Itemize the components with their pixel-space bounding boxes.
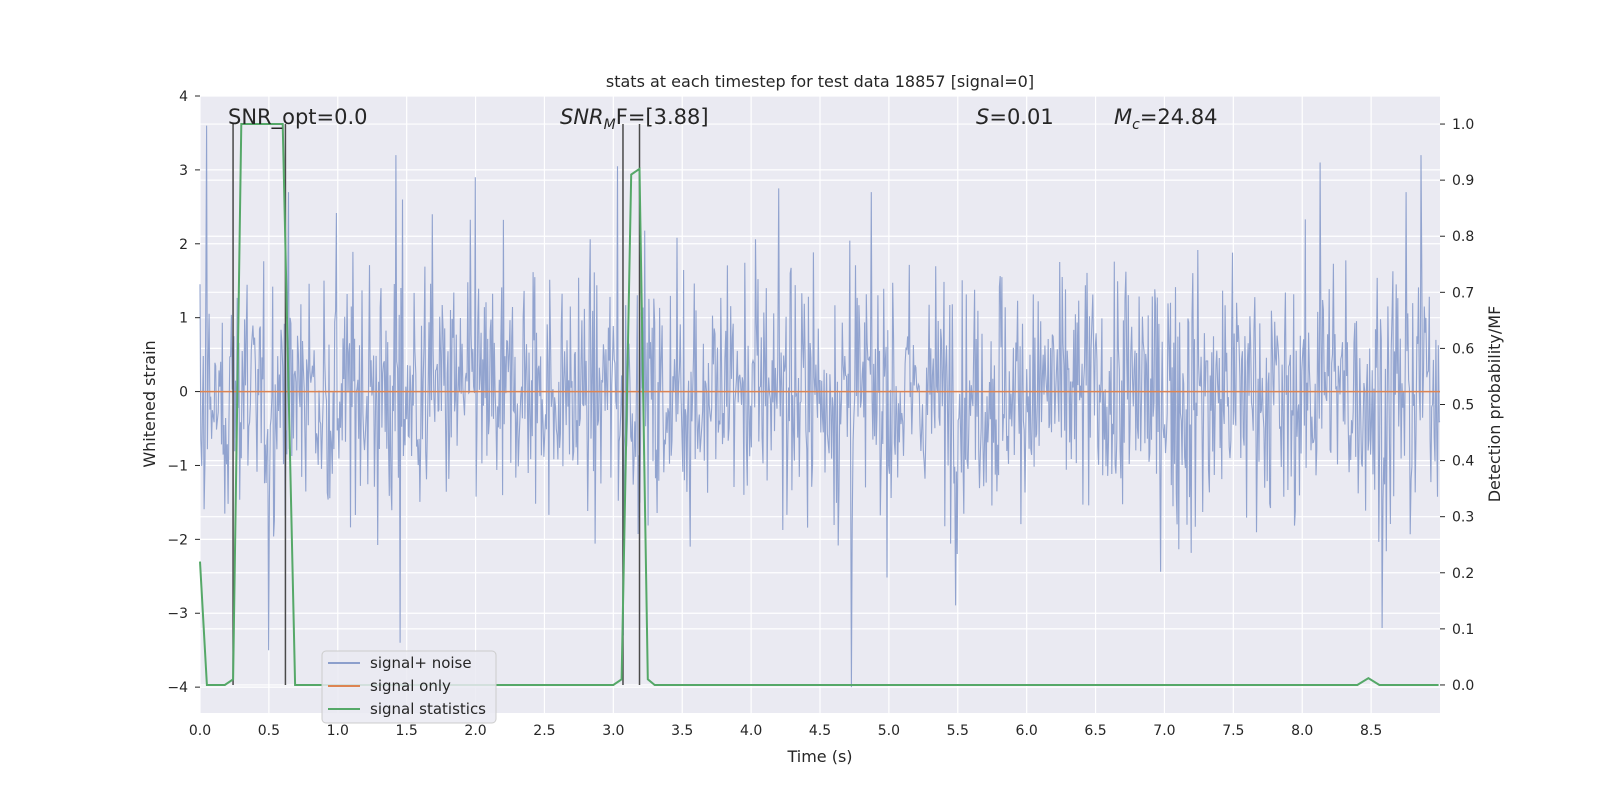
y2-tick-label: 0.8 <box>1452 229 1474 245</box>
y2-tick-label: 0.4 <box>1452 454 1474 470</box>
x-tick-label: 3.0 <box>602 723 624 739</box>
signal-statistics-line <box>199 123 1439 686</box>
x-tick-label: 4.5 <box>809 723 831 739</box>
x-axis-title: Time (s) <box>786 747 852 766</box>
x-tick-label: 1.5 <box>396 723 418 739</box>
y-tick-label: 0 <box>179 385 188 401</box>
x-tick-label: 4.0 <box>740 723 762 739</box>
x-tick-label: 7.5 <box>1222 723 1244 739</box>
y2-tick-label: 0.7 <box>1452 285 1474 301</box>
y2-tick-label: 0.1 <box>1452 622 1474 638</box>
legend-label-signal: signal only <box>370 677 451 695</box>
x-tick-label: 6.0 <box>1016 723 1038 739</box>
y-tick-label: 4 <box>179 89 188 105</box>
y-tick-label: −4 <box>167 680 188 696</box>
x-tick-label: 6.5 <box>1084 723 1106 739</box>
y-tick-label: −1 <box>167 458 188 474</box>
legend: signal+ noise signal only signal statist… <box>321 650 497 724</box>
annotation-mc: Mc=24.84 <box>1114 105 1218 133</box>
x-tick-label: 2.0 <box>464 723 486 739</box>
chart-title: stats at each timestep for test data 188… <box>606 72 1034 91</box>
y-tick-label: 3 <box>179 163 188 179</box>
annotation-s: S=0.01 <box>976 105 1054 129</box>
y2-tick-label: 0.2 <box>1452 566 1474 582</box>
x-tick-label: 1.0 <box>327 723 349 739</box>
noise-series <box>199 125 1441 688</box>
x-tick-label: 5.5 <box>947 723 969 739</box>
x-tick-label: 0.5 <box>258 723 280 739</box>
y2-axis-title: Detection probability/MF <box>1485 306 1504 503</box>
annotation-snr-mf: SNRMF=[3.88] <box>560 105 709 133</box>
y2-tick-label: 0.6 <box>1452 341 1474 357</box>
y-tick-label: −2 <box>167 532 188 548</box>
legend-label-noise: signal+ noise <box>370 654 472 672</box>
x-tick-label: 0.0 <box>189 723 211 739</box>
y-tick-label: 1 <box>179 311 188 327</box>
y2-tick-label: 1.0 <box>1452 117 1474 133</box>
y-tick-label: −3 <box>167 606 188 622</box>
x-tick-label: 2.5 <box>533 723 555 739</box>
axis-ticks: 0.0 0.5 1.0 1.5 2.0 2.5 3.0 3.5 4.0 4.5 5.0 5.5 6.0 6… <box>167 89 1474 739</box>
x-tick-label: 8.5 <box>1360 723 1382 739</box>
y-tick-label: 2 <box>179 237 188 253</box>
signal-noise-line <box>199 125 1441 688</box>
y-axis-title: Whitened strain <box>140 340 159 467</box>
y2-tick-label: 0.5 <box>1452 398 1474 414</box>
x-tick-label: 5.0 <box>878 723 900 739</box>
x-tick-label: 7.0 <box>1153 723 1175 739</box>
stats-series <box>199 123 1439 686</box>
legend-box <box>321 650 497 724</box>
x-tick-label: 3.5 <box>671 723 693 739</box>
y2-tick-label: 0.3 <box>1452 510 1474 526</box>
y2-tick-label: 0.0 <box>1452 678 1474 694</box>
legend-label-stats: signal statistics <box>370 700 486 718</box>
annotation-snr-opt: SNR_opt=0.0 <box>228 105 368 130</box>
x-tick-label: 8.0 <box>1291 723 1313 739</box>
y2-tick-label: 0.9 <box>1452 173 1474 189</box>
